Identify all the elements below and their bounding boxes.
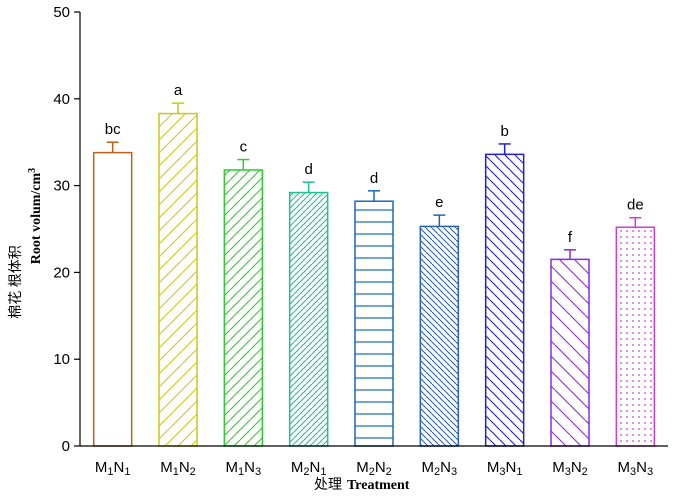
- y-tick-label: 20: [53, 264, 70, 281]
- y-ticks: 0 10 20 30 40 50: [53, 4, 80, 455]
- y-tick-label: 40: [53, 91, 70, 108]
- x-category-label: M1N3: [226, 459, 262, 478]
- y-tick-label: 10: [53, 351, 70, 368]
- significance-label: c: [240, 139, 248, 156]
- y-axis-title-en: Root volum/cm3: [27, 168, 44, 264]
- x-axis-title-en: Treatment: [347, 478, 410, 493]
- y-tick-label: 0: [62, 438, 70, 455]
- x-axis-title-cn: 处理: [314, 477, 342, 493]
- bar: [92, 151, 133, 447]
- significance-label: e: [435, 194, 443, 211]
- bar: [550, 258, 590, 447]
- significance-label: b: [500, 123, 508, 140]
- significance-label: de: [627, 197, 644, 214]
- x-category-label: M1N2: [160, 459, 196, 478]
- bar: [484, 153, 525, 447]
- bar: [354, 200, 394, 447]
- bars-layer: [92, 102, 656, 447]
- x-category-label: M2N1: [291, 459, 327, 478]
- x-category-label: M3N2: [552, 459, 588, 478]
- significance-label: d: [370, 170, 378, 187]
- bar: [288, 191, 329, 447]
- bar: [615, 226, 656, 447]
- significance-label: f: [568, 229, 573, 246]
- bar: [419, 225, 460, 447]
- y-tick-label: 50: [53, 4, 70, 21]
- axes-layer: [79, 12, 668, 447]
- x-category-label: M3N3: [618, 459, 654, 478]
- x-category-label: M3N1: [487, 459, 523, 478]
- bar: [158, 112, 198, 447]
- bar: [223, 169, 264, 447]
- x-category-label: M1N1: [95, 459, 131, 478]
- x-category-label: M2N2: [356, 459, 392, 478]
- significance-label: bc: [105, 121, 121, 138]
- x-category-labels: M1N1 M1N2 M1N3 M2N1 M2N2 M2N3 M3N1 M3N2 M3N3: [95, 459, 653, 478]
- x-category-label: M2N3: [422, 459, 458, 478]
- significance-label: d: [304, 161, 312, 178]
- significance-label: a: [174, 82, 183, 99]
- y-axis-title-cn: 棉花 根体积: [7, 245, 24, 319]
- y-tick-label: 30: [53, 178, 70, 195]
